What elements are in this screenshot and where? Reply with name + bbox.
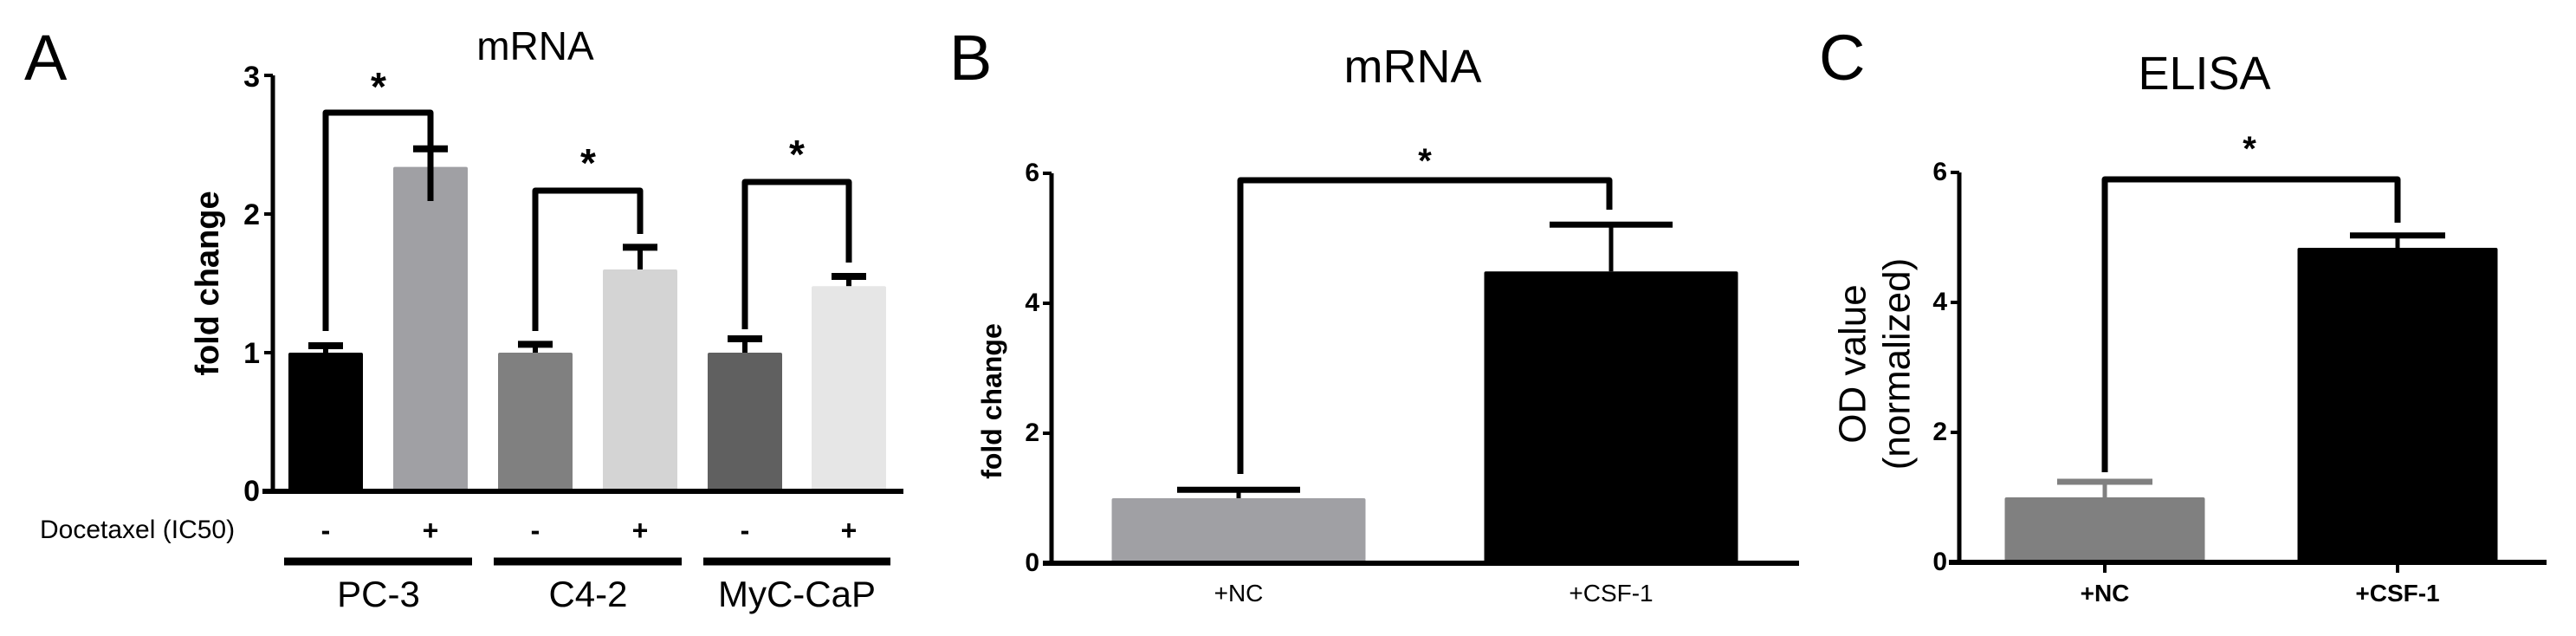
- panel-c-y-axis-label: OD value (normalized): [1831, 258, 1919, 471]
- panel-b-title: mRNA: [1343, 41, 1482, 93]
- bar: [393, 166, 468, 491]
- treatment-minus: -: [320, 515, 331, 546]
- panel-a-y-tick: 1: [243, 337, 260, 370]
- panel-c-y-tick: 4: [1932, 288, 1947, 316]
- panel-c-y-tick: 2: [1932, 418, 1947, 446]
- panel-b-y-axis-label: fold change: [976, 323, 1007, 479]
- group-label-c42: C4-2: [548, 574, 628, 614]
- significance-asterisk: *: [371, 64, 386, 109]
- panel-b-x-label-csf1: +CSF-1: [1569, 580, 1654, 607]
- bar: [288, 353, 363, 491]
- significance-asterisk: *: [1418, 142, 1432, 180]
- treatment-plus: +: [840, 515, 858, 546]
- bar: [2297, 248, 2498, 562]
- significance-bracket: [322, 109, 434, 331]
- panel-c-y-tick: 0: [1932, 548, 1947, 576]
- bar: [498, 353, 573, 491]
- panel-letter-a: A: [24, 22, 68, 94]
- group-label-myc-cap: MyC-CaP: [717, 574, 877, 614]
- panel-a-title: mRNA: [476, 23, 594, 68]
- bar: [1484, 271, 1738, 563]
- panel-b-y-tick: 0: [1025, 548, 1039, 577]
- panel-b-y-tick: 2: [1025, 419, 1039, 447]
- bar: [708, 353, 782, 491]
- panel-letter-c: C: [1819, 22, 1866, 94]
- panel-c-x-label-csf1: +CSF-1: [2355, 580, 2440, 607]
- significance-bracket: [2101, 176, 2401, 472]
- panel-a-y-axis-label: fold change: [190, 191, 226, 376]
- panel-b-y-tick: 6: [1025, 159, 1039, 187]
- bar: [812, 286, 886, 491]
- panel-a-y-tick: 2: [243, 198, 260, 231]
- group-label-pc3: PC-3: [337, 574, 420, 614]
- panel-a-y-tick: 3: [243, 61, 260, 94]
- significance-asterisk: *: [2243, 130, 2256, 168]
- panel-c-y-tick: 6: [1932, 158, 1947, 186]
- significance-bracket: [741, 178, 852, 329]
- significance-bracket: [532, 187, 644, 331]
- panel-b-y-tick: 4: [1025, 289, 1039, 317]
- panel-c-y-axis-label-line1: OD value: [1831, 284, 1874, 444]
- bar: [2004, 497, 2205, 562]
- docetaxel-row-label: Docetaxel (IC50): [40, 516, 236, 544]
- panel-c-y-axis-label-line2: (normalized): [1875, 257, 1918, 471]
- panel-a-y-tick: 0: [243, 475, 260, 508]
- significance-asterisk: *: [789, 132, 805, 177]
- treatment-minus: -: [740, 515, 750, 546]
- significance-bracket: [1237, 177, 1613, 474]
- panel-c-title: ELISA: [2138, 48, 2271, 100]
- panel-c-x-label-nc: +NC: [2080, 580, 2130, 607]
- treatment-plus: +: [631, 515, 649, 546]
- bar: [603, 269, 677, 491]
- bar: [1111, 498, 1366, 563]
- panel-letter-b: B: [949, 22, 993, 94]
- panel-b-x-label-nc: +NC: [1214, 580, 1264, 607]
- treatment-minus: -: [530, 515, 540, 546]
- treatment-plus: +: [422, 515, 439, 546]
- significance-asterisk: *: [580, 140, 596, 185]
